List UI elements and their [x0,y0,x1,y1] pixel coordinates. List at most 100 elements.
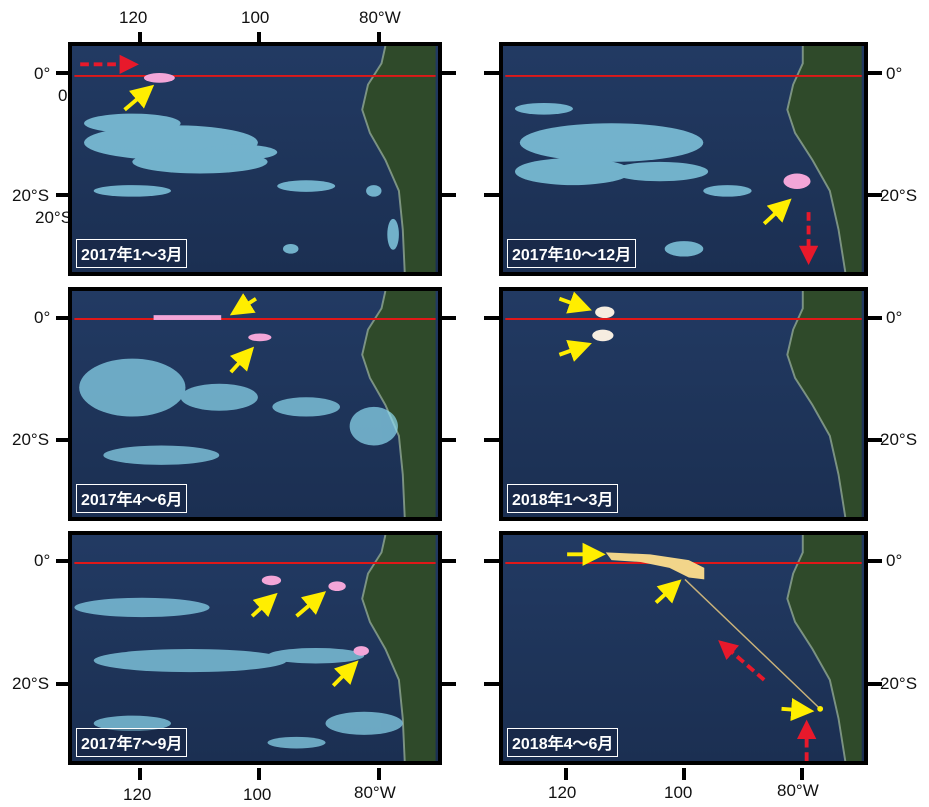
right-lat-0-p2: 0° [886,64,903,83]
vessel-track [684,578,821,710]
tick-top-120 [138,32,142,44]
tick-bottom-l-80 [377,768,381,780]
tick-mid-20-p5 [440,682,456,686]
south-america-land [787,291,862,517]
tick-right-20-p6 [866,682,882,686]
coastline-bright [361,535,406,761]
tick-left-20-p1 [56,193,72,197]
target-arrow-yellow [123,84,155,112]
tracked-patch [153,315,222,320]
tracked-patch [328,581,346,592]
map-panel-2017-q3: 2017年7～9月 [68,531,442,765]
coastline-bright [786,46,847,272]
tracked-patch [783,173,811,189]
tick-midR-0-p2 [484,71,500,75]
tick-midR-20-p6 [484,682,500,686]
coastline-bright [786,535,847,761]
map-panel-2018-q2: 2018年4～6月 [499,531,868,765]
coastline-bright [361,46,406,272]
tick-top-80 [377,32,381,44]
tick-right-20-p2 [866,193,882,197]
right-lat-20s-p4: 20°S [880,430,918,449]
tick-bottom-l-120 [138,768,142,780]
tick-left-20-p5 [56,682,72,686]
tick-right-20-p4 [866,438,882,442]
left-lat-20s-p3: 20°S [12,430,50,449]
map-canvas [74,46,436,272]
tick-mid-20-p1 [440,193,456,197]
top-lon-100: 100 [241,8,270,27]
right-lat-20s-p2: 20°S [880,186,918,205]
right-lat-0-p6: 0° [886,551,903,570]
left-lat-0-p3: 0° [34,308,51,327]
drift-arrow-red [718,640,766,682]
target-arrow-yellow [295,591,327,618]
target-arrow-yellow [762,198,792,226]
target-arrow-yellow [781,697,815,722]
right-lat-0-p4: 0° [886,308,903,327]
tracked-patch [353,646,369,656]
tick-right-0-p4 [866,316,882,320]
target-arrow-yellow [331,660,359,688]
target-arrow-yellow [229,346,255,374]
south-america-land [787,46,862,272]
period-label: 2017年4～6月 [76,484,188,513]
tick-right-0-p2 [866,71,882,75]
period-label: 2018年1～3月 [507,484,619,513]
map-canvas [505,46,862,272]
target-arrow-yellow [558,340,592,362]
vessel-position [817,705,824,712]
tick-right-0-p6 [866,559,882,563]
tick-left-0-p1 [56,71,72,75]
map-canvas [505,535,862,761]
tick-mid-0-p3 [440,316,456,320]
tick-midR-20-p4 [484,438,500,442]
left-lat-0-p5: 0° [34,551,51,570]
left-lat-0-top: 0° [34,64,51,83]
tracked-patch [143,73,175,83]
left-lat-0-small: 0 [58,86,68,105]
tracked-patch [592,329,614,342]
coastline-bright [786,291,847,517]
top-lon-120: 120 [119,8,148,27]
chlorophyll-bloom [79,358,398,465]
tick-midR-0-p4 [484,316,500,320]
tick-bottom-r-120 [564,768,568,780]
chlorophyll-bloom [84,113,399,254]
target-arrow-yellow [654,579,682,605]
south-america-land [787,535,862,761]
tick-top-100 [257,32,261,44]
bottom-right-lon-80w: 80°W [777,781,819,800]
tick-left-0-p5 [56,559,72,563]
south-america-land [362,46,436,272]
tick-midR-20-p2 [484,193,500,197]
south-america-land [362,291,436,517]
right-lat-20s-p6: 20°S [880,674,918,693]
map-panel-2017-q1: 2017年1～3月 [68,42,442,276]
bottom-left-lon-100: 100 [243,785,272,804]
tick-mid-20-p3 [440,438,456,442]
left-lat-20s-p1-dup: 20°S [35,208,73,227]
period-label: 2017年10～12月 [507,239,637,268]
map-canvas [74,535,436,761]
period-label: 2017年1～3月 [76,239,188,268]
tick-bottom-r-80 [800,768,804,780]
period-label: 2018年4～6月 [507,728,619,757]
tracked-patch [605,552,705,580]
map-canvas [74,291,436,517]
map-canvas [505,291,862,517]
bottom-left-lon-120: 120 [123,785,152,804]
tracked-patch [595,306,615,319]
tracked-patch [261,575,282,586]
chlorophyll-bloom [514,102,752,257]
tick-mid-0-p1 [440,71,456,75]
coastline-bright [361,291,406,517]
map-panel-2017-q4: 2017年10～12月 [499,42,868,276]
target-arrow-yellow [558,291,592,314]
tick-bottom-l-100 [257,768,261,780]
left-lat-20s-p5: 20°S [12,674,50,693]
chlorophyll-bloom [74,597,403,749]
tick-bottom-r-100 [682,768,686,780]
tick-midR-0-p6 [484,559,500,563]
tick-left-20-p3 [56,438,72,442]
